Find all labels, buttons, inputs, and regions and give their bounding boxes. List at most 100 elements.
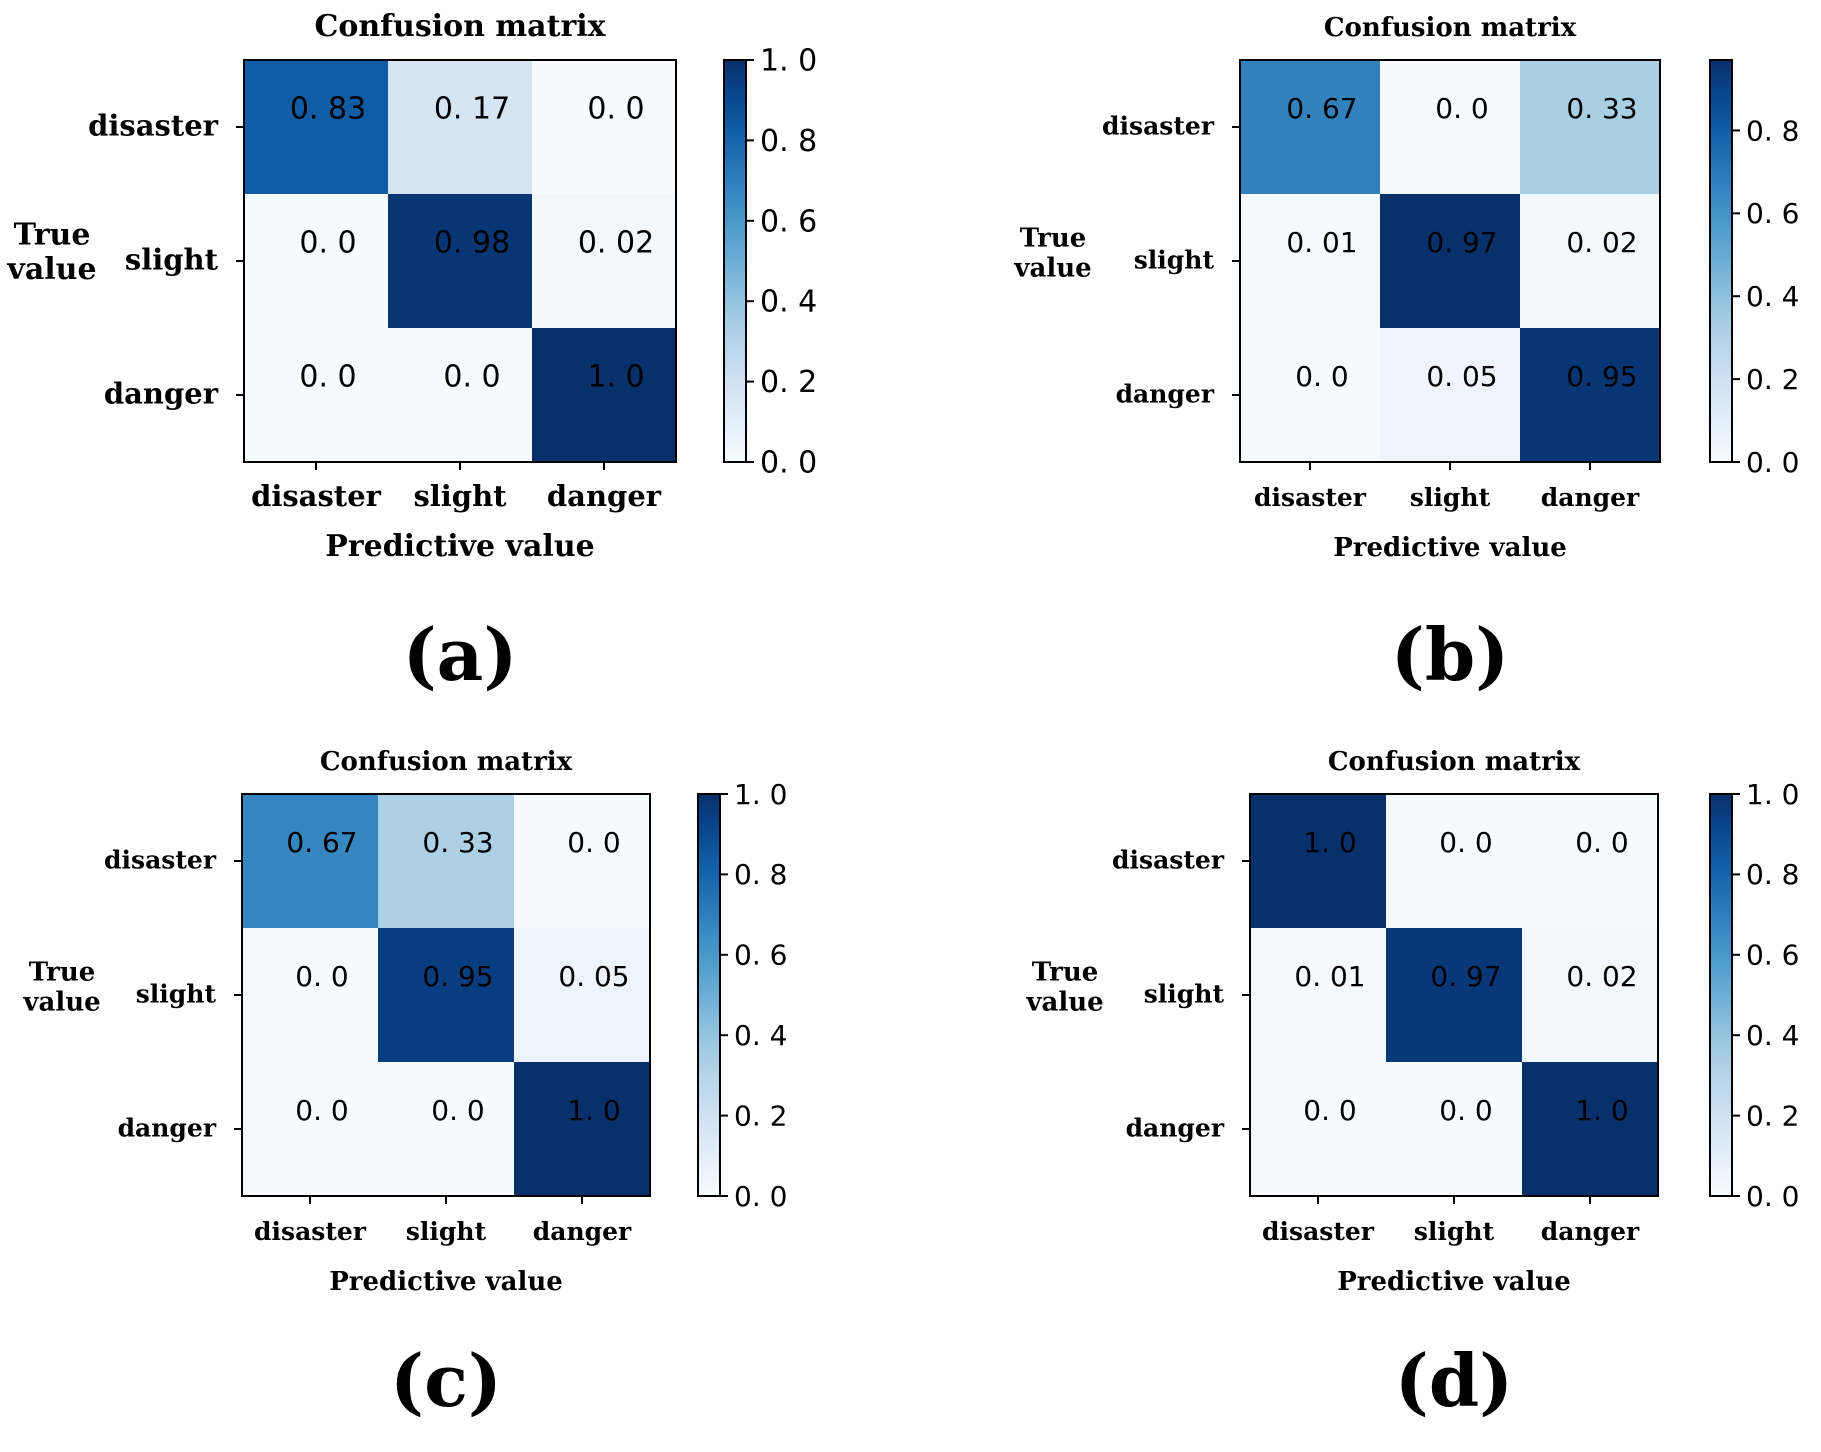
matrix-cell bbox=[242, 928, 378, 1062]
matrix-cell bbox=[244, 194, 388, 328]
panel-b: 0. 67 0. 0 0. 33 0. 01 0. 97 0. 02 0. 0 0. 05 0.… bbox=[910, 0, 1820, 726]
matrix-cell bbox=[514, 794, 650, 928]
y-axis-title: True bbox=[1020, 224, 1087, 254]
x-axis-title: Predictive value bbox=[1337, 1267, 1571, 1297]
x-tick-label: slight bbox=[1414, 1217, 1495, 1246]
colorbar-tick-label: 0. 4 bbox=[760, 285, 817, 320]
cell-value-label: 0. 97 bbox=[1426, 226, 1497, 259]
y-tick-label: danger bbox=[118, 1114, 217, 1143]
matrix-cells: 1. 0 0. 0 0. 0 0. 01 0. 97 0. 02 0. 0 0. 0 1. 0 bbox=[1250, 794, 1658, 1196]
matrix-cells: 0. 83 0. 17 0. 0 0. 0 0. 98 0. 02 0. 0 0. 0 1. 0 bbox=[244, 60, 676, 462]
confusion-matrix-chart: 0. 83 0. 17 0. 0 0. 0 0. 98 0. 02 0. 0 0. 0 1. 0… bbox=[6, 9, 817, 697]
matrix-cell bbox=[1520, 328, 1660, 462]
panel-label: (a) bbox=[403, 612, 518, 697]
cell-value-label: 0. 0 bbox=[1575, 826, 1628, 859]
matrix-cell bbox=[388, 328, 532, 462]
matrix-cell bbox=[378, 928, 514, 1062]
cell-value-label: 0. 67 bbox=[1286, 92, 1357, 125]
cell-value-label: 0. 0 bbox=[587, 92, 644, 127]
chart-title: Confusion matrix bbox=[314, 9, 606, 44]
colorbar-tick-label: 0. 6 bbox=[734, 939, 787, 972]
y-tick-label: disaster bbox=[104, 846, 217, 875]
confusion-matrix-chart: 0. 67 0. 33 0. 0 0. 0 0. 95 0. 05 0. 0 0. 0 1. 0… bbox=[22, 747, 787, 1423]
panel-label: (b) bbox=[1391, 612, 1509, 697]
x-tick-label: danger bbox=[1541, 483, 1640, 512]
cell-value-label: 0. 83 bbox=[290, 92, 366, 127]
y-axis-title: value bbox=[1025, 988, 1103, 1018]
matrix-cell bbox=[1386, 1062, 1522, 1196]
colorbar-tick-label: 0. 0 bbox=[1746, 446, 1799, 479]
cell-value-label: 0. 17 bbox=[434, 92, 510, 127]
colorbar-tick-label: 0. 2 bbox=[1746, 1099, 1799, 1132]
matrix-cell bbox=[514, 928, 650, 1062]
matrix-cell bbox=[532, 328, 676, 462]
matrix-cell bbox=[1386, 794, 1522, 928]
y-tick-label: disaster bbox=[88, 109, 219, 143]
matrix-cell bbox=[1250, 928, 1386, 1062]
matrix-cell bbox=[514, 1062, 650, 1196]
cell-value-label: 0. 0 bbox=[1435, 92, 1488, 125]
colorbar bbox=[697, 793, 721, 1197]
colorbar-tick-label: 0. 6 bbox=[1746, 939, 1799, 972]
cell-value-label: 0. 0 bbox=[299, 360, 356, 395]
matrix-cells: 0. 67 0. 33 0. 0 0. 0 0. 95 0. 05 0. 0 0. 0 1. 0 bbox=[242, 794, 650, 1196]
x-tick-label: danger bbox=[1541, 1217, 1640, 1246]
cell-value-label: 0. 0 bbox=[295, 960, 348, 993]
panel-label: (c) bbox=[390, 1338, 502, 1423]
x-axis-title: Predictive value bbox=[1333, 533, 1567, 563]
colorbar-tick-label: 0. 2 bbox=[760, 365, 817, 400]
matrix-cell bbox=[1520, 194, 1660, 328]
x-tick-label: disaster bbox=[1262, 1217, 1375, 1246]
y-tick-label: disaster bbox=[1102, 112, 1215, 141]
y-tick-label: slight bbox=[1144, 980, 1225, 1009]
y-tick-label: slight bbox=[136, 980, 217, 1009]
x-tick-label: danger bbox=[533, 1217, 632, 1246]
chart-title: Confusion matrix bbox=[1324, 13, 1577, 43]
x-tick-label: danger bbox=[547, 479, 662, 513]
colorbar-tick-label: 1. 0 bbox=[760, 44, 817, 79]
matrix-cell bbox=[1250, 794, 1386, 928]
y-tick-label: slight bbox=[1134, 246, 1215, 275]
cell-value-label: 0. 0 bbox=[1439, 1094, 1492, 1127]
colorbar-tick-label: 1. 0 bbox=[1746, 778, 1799, 811]
matrix-cell bbox=[1522, 928, 1658, 1062]
colorbar-tick-label: 0. 2 bbox=[734, 1099, 787, 1132]
matrix-cell bbox=[1380, 328, 1520, 462]
chart-title: Confusion matrix bbox=[1328, 747, 1581, 777]
panel-c: 0. 67 0. 33 0. 0 0. 0 0. 95 0. 05 0. 0 0. 0 1. 0… bbox=[0, 726, 910, 1452]
colorbar-tick-label: 0. 6 bbox=[760, 204, 817, 239]
colorbar-tick-label: 1. 0 bbox=[734, 778, 787, 811]
cell-value-label: 0. 05 bbox=[558, 960, 629, 993]
cell-value-label: 0. 97 bbox=[1430, 960, 1501, 993]
cell-value-label: 0. 0 bbox=[567, 826, 620, 859]
x-tick-label: disaster bbox=[254, 1217, 367, 1246]
matrix-cell bbox=[378, 1062, 514, 1196]
cell-value-label: 0. 02 bbox=[1566, 960, 1637, 993]
x-tick-label: slight bbox=[406, 1217, 487, 1246]
y-axis-title: True bbox=[14, 218, 91, 253]
y-tick-label: disaster bbox=[1112, 846, 1225, 875]
y-tick-label: danger bbox=[1116, 380, 1215, 409]
matrix-cell bbox=[244, 60, 388, 194]
x-tick-label: slight bbox=[1410, 483, 1491, 512]
colorbar bbox=[723, 59, 747, 463]
matrix-cell bbox=[1240, 328, 1380, 462]
colorbar-tick-label: 0. 8 bbox=[734, 858, 787, 891]
cell-value-label: 0. 0 bbox=[1295, 360, 1348, 393]
cell-value-label: 0. 67 bbox=[286, 826, 357, 859]
colorbar-tick-label: 0. 8 bbox=[760, 124, 817, 159]
cell-value-label: 0. 02 bbox=[578, 226, 654, 261]
matrix-cell bbox=[532, 194, 676, 328]
x-axis-title: Predictive value bbox=[329, 1267, 563, 1297]
matrix-cell bbox=[1240, 60, 1380, 194]
matrix-cell bbox=[532, 60, 676, 194]
matrix-cell bbox=[1522, 1062, 1658, 1196]
colorbar-tick-label: 0. 0 bbox=[734, 1180, 787, 1213]
matrix-cell bbox=[242, 794, 378, 928]
colorbar bbox=[1709, 793, 1733, 1197]
chart-title: Confusion matrix bbox=[320, 747, 573, 777]
matrix-cell bbox=[388, 60, 532, 194]
x-tick-label: slight bbox=[413, 479, 507, 513]
cell-value-label: 0. 0 bbox=[431, 1094, 484, 1127]
matrix-cell bbox=[1520, 60, 1660, 194]
